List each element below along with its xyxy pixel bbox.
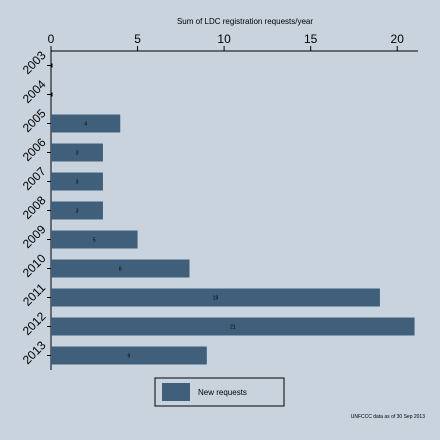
data-label-2012: 21 (230, 325, 236, 331)
bar-2012 (51, 317, 415, 336)
legend: New requests (154, 377, 285, 407)
x-tick-label: 0 (48, 32, 55, 46)
source-note: UNFCCC data as of 30 Sep 2013 (351, 414, 425, 420)
data-label-2011: 19 (213, 296, 219, 302)
category-label-2003: 2003 (20, 48, 49, 77)
category-label-2010: 2010 (20, 251, 49, 280)
category-label-2012: 2012 (20, 309, 49, 338)
bar-2007 (51, 172, 103, 191)
data-label-2009: 5 (93, 238, 96, 244)
category-label-2009: 2009 (20, 222, 49, 251)
bar-2013 (51, 346, 207, 365)
bar-2004 (51, 92, 53, 97)
x-tick-label: 20 (391, 32, 405, 46)
x-tick-label: 15 (304, 32, 318, 46)
bar-2008 (51, 201, 103, 220)
bar-2003 (51, 63, 53, 68)
category-label-2008: 2008 (20, 193, 49, 222)
data-label-2006: 3 (76, 151, 79, 157)
legend-label: New requests (198, 388, 247, 397)
y-axis: 2003200420052006200720082009201020112012… (20, 48, 51, 367)
category-label-2011: 2011 (20, 280, 48, 308)
data-label-2005: 4 (84, 122, 87, 128)
bar-2006 (51, 143, 103, 162)
data-label-2007: 3 (76, 180, 79, 186)
bar-2011 (51, 288, 380, 307)
x-axis: 0 5 10 15 20 (48, 32, 418, 52)
bars-group: 4 3 3 3 5 8 19 21 9 (51, 63, 415, 365)
legend-swatch (162, 383, 190, 401)
bar-2009 (51, 230, 138, 249)
data-label-2010: 8 (119, 267, 122, 273)
category-label-2007: 2007 (20, 164, 49, 193)
data-label-2013: 9 (128, 354, 131, 360)
category-label-2013: 2013 (20, 338, 49, 367)
bar-2005 (51, 114, 121, 133)
x-tick-label: 10 (217, 32, 231, 46)
x-tick-label: 5 (134, 32, 141, 46)
category-label-2006: 2006 (20, 135, 49, 164)
axis-title: Sum of LDC registration requests/year (177, 17, 313, 26)
category-label-2005: 2005 (20, 106, 49, 135)
bar-2010 (51, 259, 190, 278)
category-label-2004: 2004 (20, 77, 49, 106)
data-label-2008: 3 (76, 209, 79, 215)
